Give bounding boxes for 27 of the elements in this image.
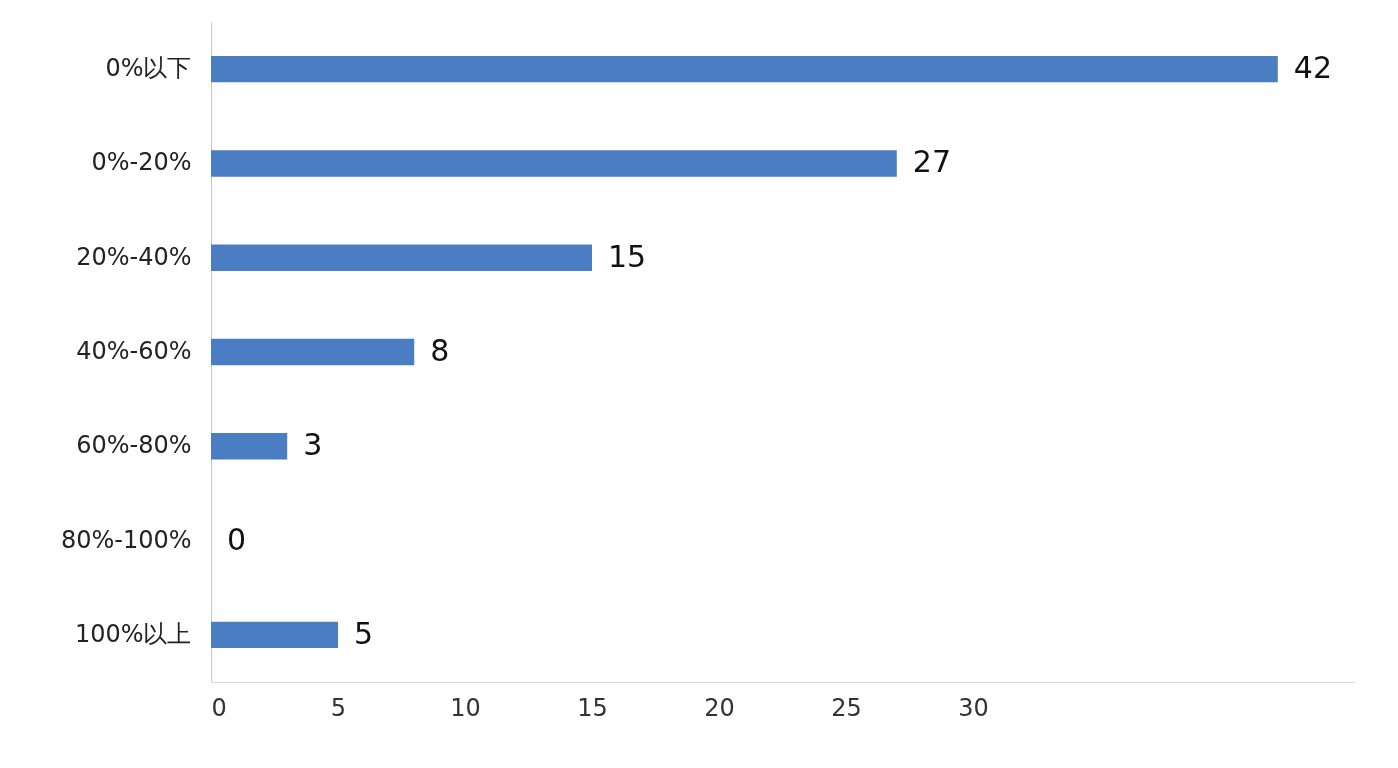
data-label: 42 <box>1293 50 1332 86</box>
y-tick-label: 0%以下 <box>105 54 192 83</box>
data-label: 5 <box>354 615 374 651</box>
x-tick-label: 25 <box>831 693 862 722</box>
x-tick-label: 15 <box>577 693 608 722</box>
bar <box>211 55 1278 83</box>
y-tick-label: 60%-80% <box>76 431 192 460</box>
x-tick-label: 10 <box>450 693 481 722</box>
bar <box>211 244 592 271</box>
x-tick-label: 20 <box>704 693 735 722</box>
y-tick-label: 0%-20% <box>91 148 192 177</box>
bar <box>211 338 415 366</box>
x-tick-label: 30 <box>958 693 989 722</box>
y-tick-label: 100%以上 <box>74 619 192 648</box>
bar <box>211 150 897 177</box>
data-label: 15 <box>608 238 647 274</box>
data-label: 8 <box>430 333 450 368</box>
data-label: 27 <box>912 144 951 180</box>
y-tick-label: 20%-40% <box>76 242 192 271</box>
data-label: 3 <box>303 427 323 463</box>
bar <box>211 433 288 460</box>
x-tick-label: 0 <box>211 693 227 722</box>
data-label: 0 <box>227 521 247 557</box>
y-tick-label: 80%-100% <box>60 525 192 554</box>
y-tick-label: 40%-60% <box>76 337 192 365</box>
bar <box>211 621 338 649</box>
x-tick-label: 5 <box>330 693 347 722</box>
